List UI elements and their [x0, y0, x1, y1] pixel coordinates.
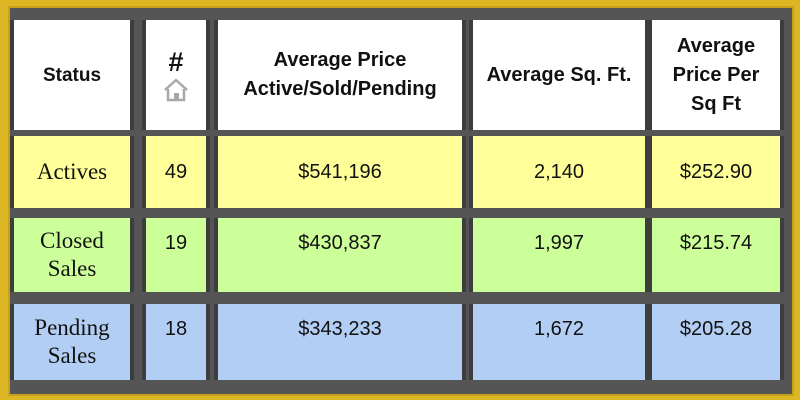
header-price-per-sqft: Average Price Per Sq Ft — [648, 20, 784, 130]
row-closed-avg-sqft: 1,997 — [469, 218, 649, 292]
row-closed-status-line1: Closed — [40, 228, 104, 253]
row-closed-status: Closed Sales — [10, 218, 134, 292]
row-pending-avg-sqft: 1,672 — [469, 304, 649, 380]
row-pending-price-per-sqft-value: $205.28 — [679, 318, 753, 340]
row-pending-avg-price: $343,233 — [214, 304, 466, 380]
row-closed-avg-sqft-value: 1,997 — [533, 232, 585, 254]
house-icon — [164, 78, 188, 102]
header-count-label: # — [168, 47, 184, 77]
header-status: Status — [10, 20, 134, 130]
row-actives-price-per-sqft: $252.90 — [648, 136, 784, 208]
row-closed-status-line2: Sales — [47, 256, 97, 281]
row-pending-count: 18 — [142, 304, 210, 380]
header-avg-price-line2: Active/Sold/Pending — [243, 78, 437, 100]
row-pending-status-line2: Sales — [47, 343, 97, 368]
row-closed-avg-price-value: $430,837 — [298, 232, 382, 254]
row-actives-count-value: 49 — [164, 160, 188, 183]
row-pending-avg-price-value: $343,233 — [298, 318, 382, 340]
header-avg-sqft: Average Sq. Ft. — [469, 20, 649, 130]
row-pending-status: Pending Sales — [10, 304, 134, 380]
header-avg-price-line1: Average Price — [273, 49, 407, 71]
row-closed-price-per-sqft: $215.74 — [648, 218, 784, 292]
row-actives-price-per-sqft-value: $252.90 — [679, 160, 753, 183]
row-actives-status-label: Actives — [36, 159, 108, 184]
row-actives-avg-sqft: 2,140 — [469, 136, 649, 208]
header-price-per-sqft-line1: Average — [676, 34, 756, 57]
row-actives-avg-price: $541,196 — [214, 136, 466, 208]
row-closed-price-per-sqft-value: $215.74 — [679, 232, 753, 254]
header-price-per-sqft-line3: Sq Ft — [691, 92, 741, 115]
row-pending-price-per-sqft: $205.28 — [648, 304, 784, 380]
header-count: # — [142, 20, 210, 130]
row-closed-avg-price: $430,837 — [214, 218, 466, 292]
header-avg-price: Average Price Active/Sold/Pending — [214, 20, 466, 130]
header-status-label: Status — [42, 64, 102, 86]
header-avg-sqft-label: Average Sq. Ft. — [486, 63, 632, 86]
row-pending-status-line1: Pending — [34, 315, 110, 340]
header-price-per-sqft-line2: Price Per — [672, 63, 760, 86]
row-actives-status: Actives — [10, 136, 134, 208]
row-pending-count-value: 18 — [164, 318, 188, 340]
row-actives-avg-price-value: $541,196 — [298, 160, 382, 183]
row-closed-count-value: 19 — [164, 232, 188, 254]
row-closed-count: 19 — [142, 218, 210, 292]
row-actives-avg-sqft-value: 2,140 — [533, 160, 585, 183]
row-pending-avg-sqft-value: 1,672 — [533, 318, 585, 340]
market-stats-table: Status # Average Price Active/Sold/Pendi… — [10, 8, 792, 394]
row-actives-count: 49 — [142, 136, 210, 208]
